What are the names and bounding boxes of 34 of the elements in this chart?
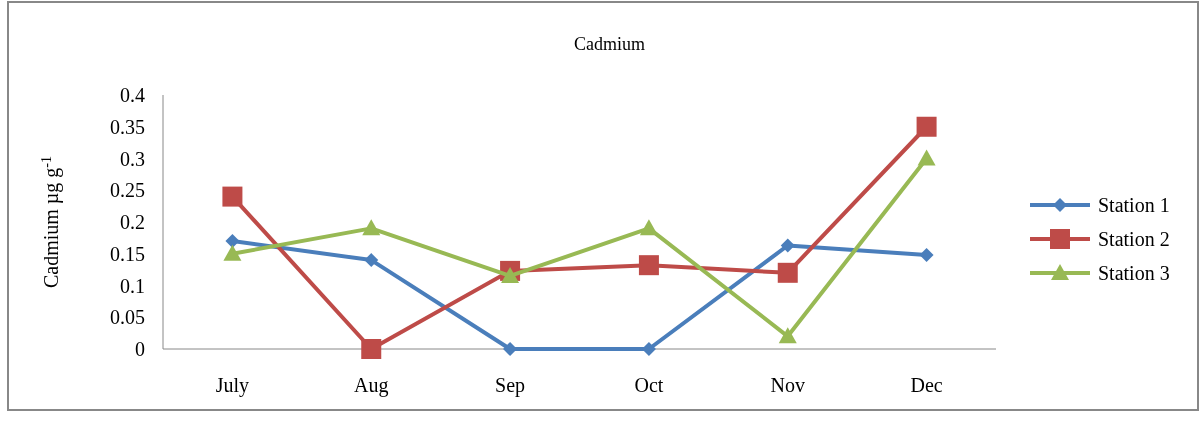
y-tick-label: 0.15 [110, 242, 145, 265]
legend-label: Station 3 [1098, 262, 1170, 284]
point [639, 219, 658, 236]
y-tick-label: 0.1 [120, 274, 145, 297]
point [362, 219, 381, 236]
point [777, 262, 798, 283]
point [778, 327, 797, 344]
point [225, 234, 240, 249]
x-tick-label: Nov [770, 374, 805, 396]
x-tick-label: Aug [354, 374, 389, 397]
legend-label: Station 1 [1098, 194, 1170, 216]
point [364, 253, 379, 268]
legend-label: Station 2 [1098, 228, 1170, 250]
y-tick-label: 0.2 [120, 211, 145, 233]
chart-title: Cadmium [574, 34, 645, 54]
point [916, 116, 937, 137]
y-tick-label: 0.25 [110, 179, 145, 202]
y-tick-label: 0.4 [120, 84, 145, 106]
point [780, 238, 795, 253]
x-tick-label: Dec [910, 374, 943, 396]
point [919, 248, 934, 263]
y-tick-label: 0 [135, 338, 145, 360]
point [501, 266, 520, 283]
point [223, 244, 242, 261]
y-tick-label: 0.35 [110, 115, 145, 138]
y-tick-label: 0.05 [110, 306, 145, 329]
x-tick-label: Sep [495, 374, 526, 397]
point [638, 255, 659, 276]
x-tick-label: Oct [634, 374, 664, 396]
y-tick-label: 0.3 [120, 147, 145, 170]
point [222, 186, 243, 207]
point [361, 339, 382, 359]
x-tick-label: July [215, 374, 250, 397]
point [917, 149, 936, 166]
